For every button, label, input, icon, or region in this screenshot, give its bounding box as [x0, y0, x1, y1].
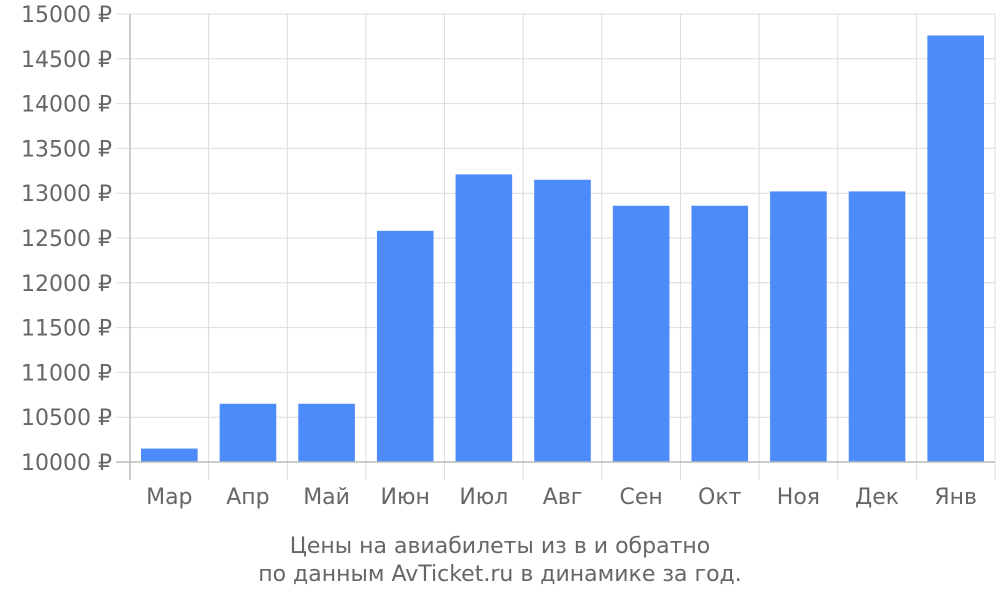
chart-caption-line-1: Цены на авиабилеты из в и обратно [289, 534, 711, 559]
y-tick-label: 10000 ₽ [21, 451, 112, 476]
x-tick-label: Апр [226, 485, 269, 510]
axes [116, 14, 995, 480]
chart-caption-line-2: по данным AvTicket.ru в динамике за год. [258, 562, 742, 587]
bar-9 [770, 191, 827, 462]
y-tick-label: 14500 ₽ [21, 48, 112, 73]
bar-1 [141, 448, 198, 462]
x-tick-label: Ноя [777, 485, 820, 510]
y-tick-label: 12500 ₽ [21, 227, 112, 252]
x-tick-label: Окт [698, 485, 742, 510]
x-tick-label: Мар [146, 485, 192, 510]
y-tick-label: 12000 ₽ [21, 272, 112, 297]
bar-11 [927, 35, 984, 463]
x-tick-label: Июл [459, 485, 508, 510]
x-tick-label: Сен [619, 485, 662, 510]
y-tick-label: 11500 ₽ [21, 317, 112, 342]
bar-10 [848, 191, 906, 462]
bar-5 [455, 174, 513, 462]
x-tick-label: Авг [543, 485, 583, 510]
bar-8 [691, 205, 749, 462]
bar-4 [376, 230, 434, 462]
bar-6 [534, 179, 591, 462]
y-tick-label: 13000 ₽ [21, 182, 112, 207]
y-tick-label: 11000 ₽ [21, 361, 112, 386]
x-tick-label: Июн [381, 485, 430, 510]
bar-7 [612, 205, 670, 462]
y-tick-label: 13500 ₽ [21, 137, 112, 162]
y-tick-label: 14000 ₽ [21, 93, 112, 118]
y-tick-label: 15000 ₽ [21, 3, 112, 28]
bar-3 [298, 403, 355, 462]
x-tick-label: Дек [855, 485, 899, 510]
bar-chart: 10000 ₽ 10500 ₽ 11000 ₽ 11500 ₽ 12000 ₽ 12500… [21, 3, 996, 510]
bars [141, 35, 984, 463]
x-tick-label: Май [303, 485, 350, 510]
x-tick-label: Янв [934, 485, 977, 510]
tick-labels: 10000 ₽ 10500 ₽ 11000 ₽ 11500 ₽ 12000 ₽ 12500… [21, 3, 977, 510]
y-tick-label: 10500 ₽ [21, 406, 112, 431]
bar-2 [219, 403, 277, 462]
